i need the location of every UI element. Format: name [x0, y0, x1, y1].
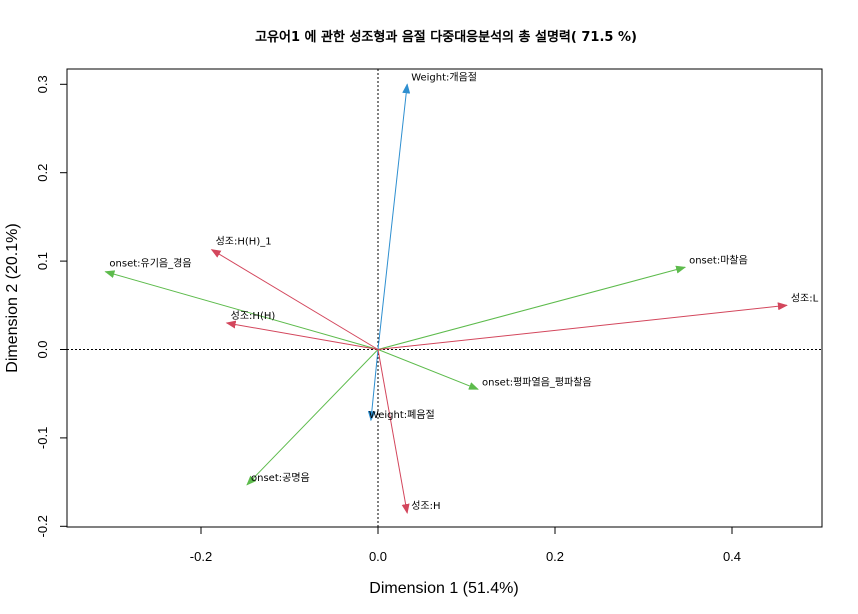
arrow-labels: Weight:개음절 Weight:폐음절 onset:유기음_경음 onset:마찰… — [109, 70, 818, 512]
x-tick-label: 0.0 — [369, 549, 387, 564]
arrow-label: onset:마찰음 — [689, 254, 748, 266]
x-tick-label: 0.4 — [723, 549, 741, 564]
arrow-label: onset:공명음 — [251, 472, 310, 484]
arrow-label: onset:유기음_경음 — [109, 257, 191, 270]
arrow-label: Weight:폐음절 — [369, 408, 435, 421]
y-tick-label: 0.0 — [35, 340, 50, 358]
y-tick-label: 0.2 — [35, 164, 50, 182]
arrow-onset — [104, 270, 379, 350]
x-axis: -0.2 0.0 0.2 0.4 — [190, 527, 741, 564]
arrow-label: 성조:H(H) — [231, 310, 276, 322]
y-tick-label: 0.1 — [35, 252, 50, 270]
arrow-label: 성조:H — [411, 500, 440, 512]
arrow-성조 — [225, 320, 379, 350]
arrow-vectors — [104, 83, 788, 515]
arrow-label: 성조:H(H)_1 — [216, 236, 272, 248]
x-tick-label: -0.2 — [190, 549, 212, 564]
plot-area-frame — [66, 68, 823, 528]
arrow-onset — [377, 349, 479, 390]
arrow-성조 — [377, 349, 410, 515]
y-axis: -0.2 -0.1 0.0 0.1 0.2 0.3 — [35, 75, 67, 538]
y-tick-label: -0.1 — [35, 427, 50, 449]
x-axis-title: Dimension 1 (51.4%) — [369, 580, 518, 597]
arrow-label: onset:평파열음_평파찰음 — [482, 376, 592, 388]
x-tick-label: 0.2 — [546, 549, 564, 564]
arrow-onset — [377, 265, 687, 350]
y-tick-label: 0.3 — [35, 75, 50, 93]
y-tick-label: -0.2 — [35, 515, 50, 537]
arrow-성조 — [210, 249, 379, 350]
arrow-label: 성조:L — [791, 292, 819, 304]
chart-title: 고유어1 에 관한 성조형과 음절 다중대응분석의 총 설명력( 71.5 %) — [255, 29, 637, 45]
arrow-weight — [367, 349, 379, 422]
arrow-label: Weight:개음절 — [411, 70, 477, 83]
arrow-성조 — [377, 302, 788, 350]
y-axis-title: Dimension 2 (20.1%) — [4, 223, 21, 372]
arrow-weight — [377, 83, 411, 350]
arrow-onset — [246, 349, 379, 486]
